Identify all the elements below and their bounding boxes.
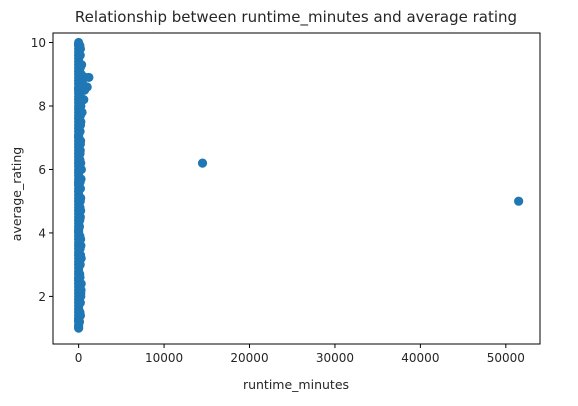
- x-tick-label: 0: [75, 351, 83, 365]
- scatter-point: [514, 196, 524, 206]
- scatter-point: [77, 107, 87, 117]
- scatter-point: [75, 120, 86, 130]
- scatter-point: [80, 85, 90, 95]
- scatter-point: [75, 272, 85, 282]
- x-tick-label: 20000: [230, 351, 268, 365]
- scatter-point: [75, 196, 85, 206]
- scatter-point: [75, 244, 85, 254]
- scatter-point: [75, 310, 86, 321]
- x-tick-label: 50000: [487, 351, 525, 365]
- x-tick-label: 30000: [316, 351, 354, 365]
- scatter-point: [76, 69, 86, 79]
- scatter-point: [84, 72, 94, 83]
- scatter-point: [75, 44, 86, 54]
- scatter-point: [76, 234, 86, 244]
- y-tick-label: 10: [31, 36, 46, 50]
- chart-title: Relationship between runtime_minutes and…: [75, 8, 517, 27]
- y-tick-label: 4: [38, 226, 46, 240]
- y-axis-label: average_rating: [9, 147, 24, 241]
- scatter-point: [75, 139, 85, 149]
- y-tick-label: 6: [38, 163, 46, 177]
- scatter-point: [75, 215, 85, 225]
- scatter-point: [76, 253, 86, 263]
- scatter-point: [76, 158, 86, 168]
- y-axis-ticks: 2 4 6 8 10: [31, 36, 53, 304]
- scatter-point: [76, 206, 86, 216]
- x-tick-label: 40000: [401, 351, 439, 365]
- x-tick-label: 10000: [145, 351, 183, 365]
- scatter-point: [77, 60, 87, 70]
- scatter-point: [75, 177, 85, 187]
- scatter-point: [76, 285, 86, 295]
- y-tick-label: 8: [38, 99, 46, 113]
- y-tick-label: 2: [38, 290, 46, 304]
- data-points: [74, 37, 524, 333]
- x-axis-ticks: 0 10000 20000 30000 40000 50000: [75, 344, 525, 365]
- scatter-point: [79, 95, 89, 105]
- plot-frame: [52, 32, 541, 345]
- x-axis-label: runtime_minutes: [243, 377, 349, 392]
- scatter-point: [75, 148, 85, 159]
- scatter-point: [197, 158, 208, 168]
